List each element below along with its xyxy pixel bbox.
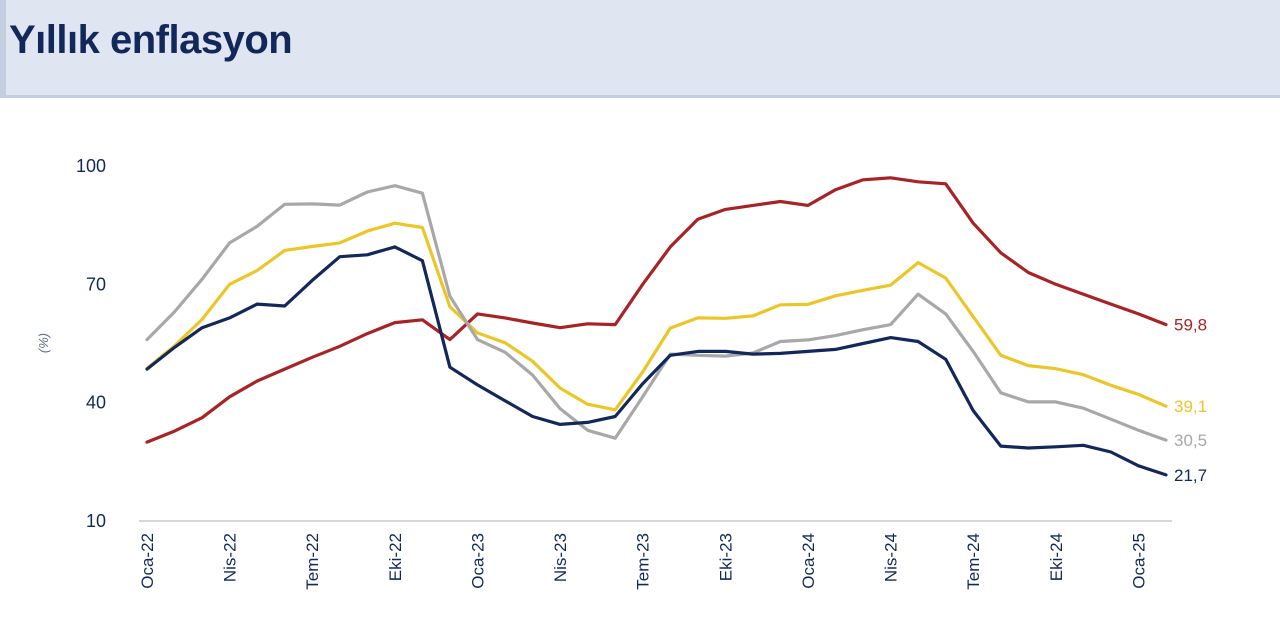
- y-axis-label: (%): [36, 333, 51, 353]
- x-tick-label: Oca-24: [799, 533, 818, 589]
- series-line-3: [145, 184, 1168, 442]
- end-labels: 59,8 39,1 30,5 21,7: [1174, 316, 1207, 485]
- y-tick-label: 10: [86, 511, 106, 531]
- x-axis: Oca-22 Nis-22 Tem-22 Eki-22 Oca-23 Nis-23 Tem-…: [138, 520, 1172, 590]
- y-tick-label: 70: [86, 274, 106, 294]
- series-end-label-4: 21,7: [1174, 466, 1207, 485]
- series-end-label-3: 30,5: [1174, 431, 1207, 450]
- series-line-2: [145, 221, 1168, 412]
- series-line-4: [145, 245, 1168, 477]
- x-tick-label: Eki-24: [1047, 533, 1066, 581]
- x-tick-label: Eki-23: [716, 533, 735, 581]
- page-title: Yıllık enflasyon: [9, 18, 293, 62]
- x-tick-label: Tem-24: [964, 533, 983, 590]
- x-tick-label: Nis-23: [551, 533, 570, 582]
- header-bar: Yıllık enflasyon: [0, 0, 1280, 98]
- series-end-label-1: 59,8: [1174, 316, 1207, 335]
- x-tick-label: Oca-22: [138, 533, 157, 589]
- y-axis: 10 40 70 100 (%): [36, 156, 106, 531]
- series-end-label-2: 39,1: [1174, 397, 1207, 416]
- y-tick-label: 40: [86, 393, 106, 413]
- x-tick-label: Nis-24: [882, 533, 901, 582]
- y-tick-label: 100: [76, 156, 106, 176]
- x-tick-label: Oca-23: [468, 533, 487, 589]
- header-accent: [0, 0, 6, 98]
- x-tick-label: Tem-22: [303, 533, 322, 590]
- x-tick-label: Nis-22: [221, 533, 240, 582]
- x-tick-label: Oca-25: [1129, 533, 1148, 589]
- series-lines: [145, 176, 1168, 477]
- x-tick-label: Tem-23: [634, 533, 653, 590]
- x-tick-label: Eki-22: [386, 533, 405, 581]
- series-line-1: [145, 176, 1168, 444]
